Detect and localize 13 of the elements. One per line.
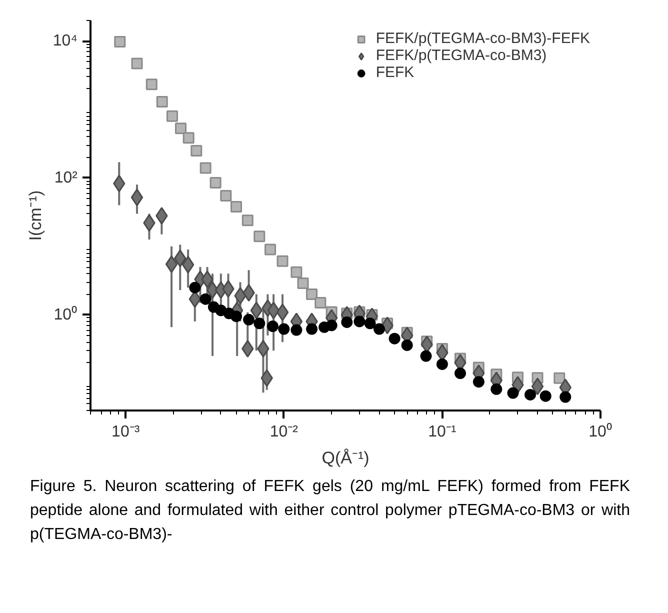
y-tick-label: 10⁰ [54, 305, 78, 324]
legend-label: FEFK [376, 64, 414, 81]
x-tick-label: 10⁻³ [112, 424, 140, 440]
legend-label: FEFK/p(TEGMA-co-BM3)-FEFK [376, 30, 590, 47]
x-tick-label: 10⁰ [588, 422, 612, 440]
caption: Figure 5. Neuron scattering of FEFK gels (20 mg/mL FEFK) formed from FEFK peptide alone and formulated with either control polymer pTEGMA-co-BM3 or with p(TEGMA-co-BM3)- [30, 477, 630, 545]
y-tick-label: 10⁴ [52, 32, 78, 50]
x-tick-label: 10⁻¹ [428, 424, 456, 440]
y-axis-title: I(cm⁻¹) [26, 190, 45, 241]
y-tick-label: 10² [54, 169, 78, 186]
x-axis-title: Q(Å⁻¹) [322, 448, 370, 468]
legend-label: FEFK/p(TEGMA-co-BM3) [376, 47, 547, 64]
x-tick-label: 10⁻² [270, 424, 299, 440]
